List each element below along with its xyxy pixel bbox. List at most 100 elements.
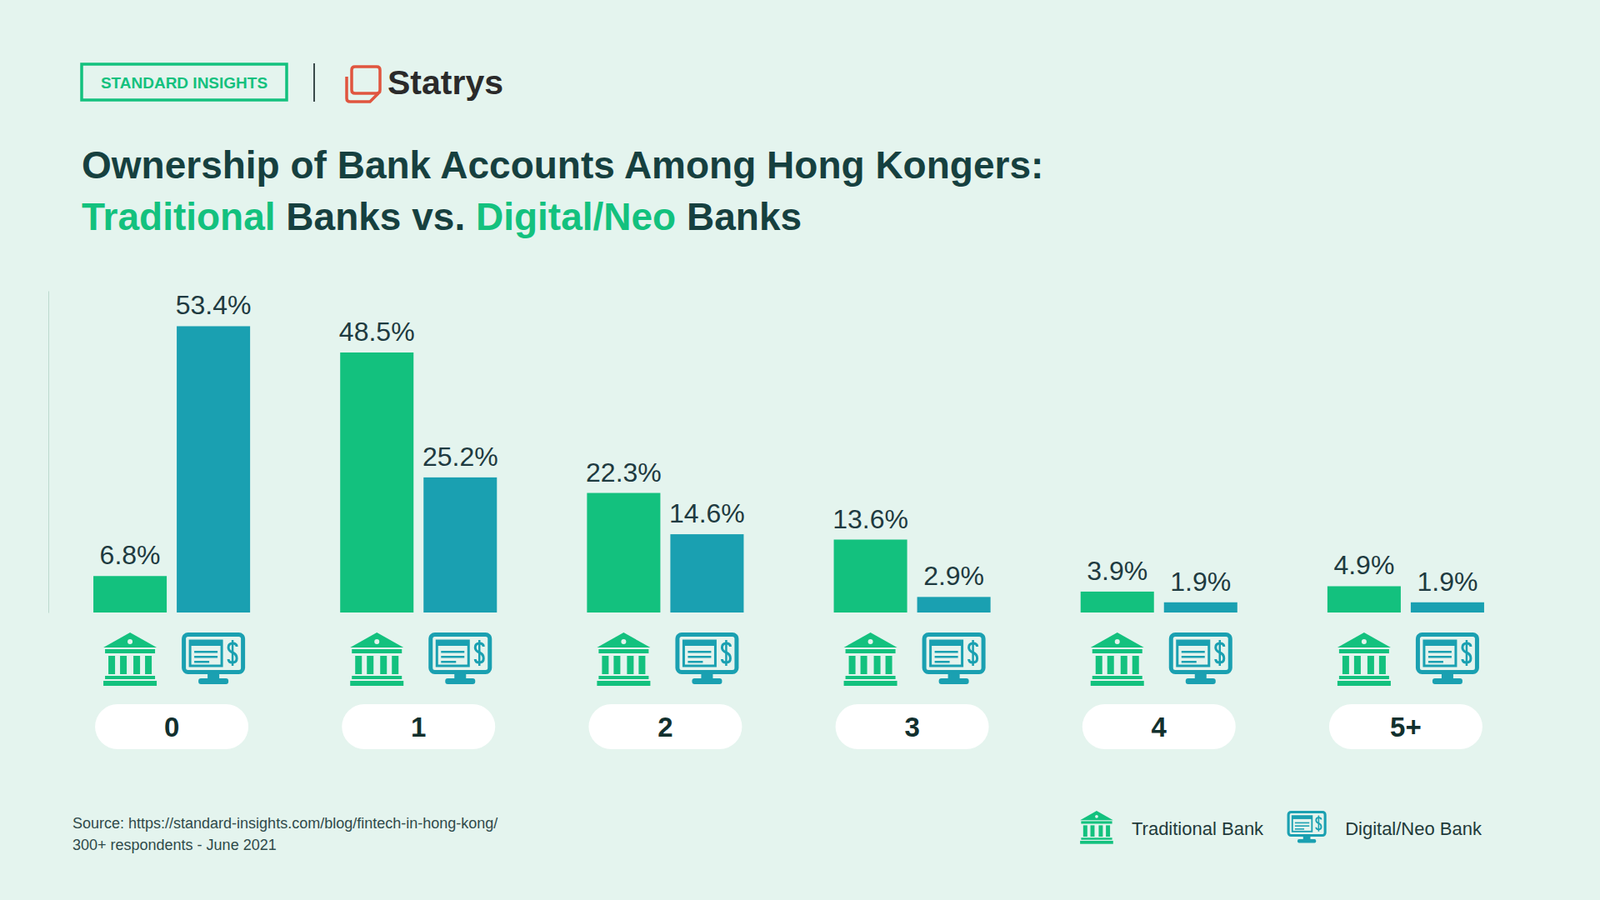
monitor-icon (184, 635, 244, 685)
data-label: 22.3% (585, 457, 662, 488)
icon-part (596, 632, 650, 648)
icon-part (105, 675, 155, 680)
icon-part (613, 655, 620, 675)
badge-text: STANDARD INSIGHTS (100, 74, 268, 92)
category-pill (1082, 704, 1236, 750)
bank-icon (1090, 632, 1145, 686)
icon-part (436, 640, 469, 666)
icon-part (596, 680, 650, 686)
icon-part (1090, 680, 1145, 686)
bar (423, 477, 497, 613)
icon-part (1132, 655, 1140, 675)
icon-part (1441, 672, 1454, 680)
icon-part (845, 675, 896, 680)
data-label: 3.9% (1086, 555, 1148, 586)
icon-part (454, 672, 466, 680)
icon-part (127, 639, 133, 645)
icon-part (1107, 655, 1115, 675)
brand-text: Statrys (387, 63, 504, 102)
icon-part (1181, 650, 1205, 654)
icon-part (1181, 655, 1205, 659)
icon-part (440, 655, 465, 659)
category-pill (95, 704, 249, 750)
bar (176, 325, 250, 613)
bar (1164, 602, 1238, 613)
icon-part (971, 640, 975, 666)
icon-part (868, 639, 874, 645)
icon-part (184, 635, 244, 673)
icon-part (1080, 820, 1112, 824)
data-label: 1.9% (1170, 566, 1231, 597)
divider (313, 63, 315, 102)
icon-part (1177, 640, 1210, 666)
category-icons (103, 632, 1477, 686)
bar (1327, 585, 1401, 613)
icon-part (108, 655, 115, 675)
x-tick: 4 (1082, 704, 1236, 750)
icon-part (1424, 640, 1456, 646)
icon-part (1080, 840, 1114, 845)
icon-part (930, 640, 963, 646)
icon-part (1417, 635, 1477, 673)
y-axis-line (48, 291, 50, 614)
data-label: 4.9% (1333, 550, 1395, 580)
icon-part (198, 678, 229, 685)
x-axis: 012345+ (95, 704, 1483, 750)
monitor-icon (1288, 812, 1325, 844)
icon-part (1318, 815, 1320, 832)
icon-part (380, 655, 387, 675)
bank-icon (844, 632, 898, 686)
icon-part (231, 640, 235, 666)
icon-part (445, 678, 475, 685)
logo-square (346, 76, 379, 102)
icon-part (935, 650, 959, 654)
icon-part (691, 678, 722, 685)
icon-part (939, 678, 970, 685)
icon-part (1095, 655, 1103, 675)
icon-part (844, 632, 898, 648)
annotation: 300+ respondents - June 2021 (72, 836, 277, 854)
icon-part (1424, 640, 1456, 666)
icon-part (1080, 810, 1114, 820)
data-label: 25.2% (422, 441, 499, 472)
icon-part (1219, 640, 1222, 666)
icon-part (1295, 825, 1310, 827)
icon-part (1337, 680, 1391, 686)
x-tick: 1 (341, 704, 495, 750)
icon-part (1295, 828, 1305, 830)
icon-part (677, 635, 737, 673)
icon-part (849, 655, 856, 675)
annotation: Source: https://standard-insights.com/bl… (72, 815, 498, 832)
icon-part (1177, 640, 1210, 646)
icon-part (930, 640, 963, 666)
icon-part (1428, 660, 1444, 664)
icon-part (1170, 635, 1230, 673)
legend-label: Digital/Neo Bank (1345, 818, 1483, 840)
category-pill (835, 704, 990, 750)
legend: Traditional BankDigital/Neo Bank (1080, 810, 1483, 845)
icon-part (478, 640, 481, 666)
icon-part (687, 660, 703, 664)
data-labels: 6.8%48.5%22.3%13.6%3.9%4.9%53.4%25.2%14.… (100, 290, 1479, 596)
x-tick-label: 5+ (1390, 711, 1422, 743)
icon-part (1354, 655, 1361, 675)
bar (93, 575, 167, 613)
chart: STANDARD INSIGHTSStatrysOwnership of Ban… (0, 0, 1600, 900)
icon-part (120, 655, 127, 675)
monitor-icon (677, 635, 737, 685)
icon-part (355, 655, 362, 675)
data-label: 1.9% (1416, 566, 1478, 597)
icon-part (885, 655, 893, 675)
category-pill (341, 704, 495, 750)
x-tick: 2 (588, 704, 742, 750)
icon-part (1303, 835, 1311, 840)
icon-part (687, 650, 711, 654)
icon-part (683, 640, 715, 666)
icon-part (351, 675, 402, 680)
icon-part (1181, 660, 1197, 664)
icon-part (190, 640, 222, 646)
icon-part (626, 655, 634, 675)
x-tick: 3 (835, 704, 990, 750)
icon-part (391, 655, 399, 675)
icon-part (924, 635, 984, 673)
